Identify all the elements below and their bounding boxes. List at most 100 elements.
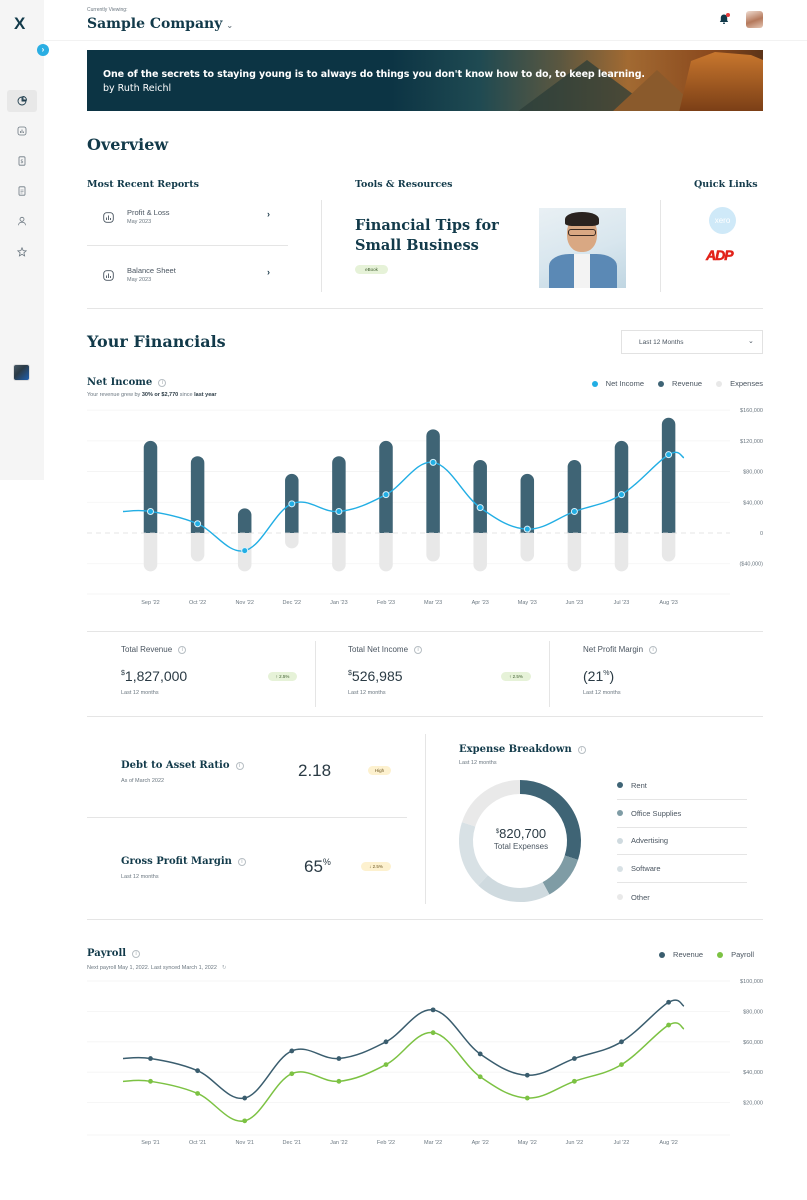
svg-text:0: 0 <box>760 531 763 537</box>
report-item-balance-sheet[interactable]: Balance Sheet May 2023 › <box>87 258 287 303</box>
kpi-divider <box>315 641 316 707</box>
info-icon[interactable]: i <box>414 646 423 654</box>
report-date: May 2023 <box>127 277 152 283</box>
trend-badge: ↑ 2.5% <box>501 672 531 681</box>
svg-text:Feb '22: Feb '22 <box>377 1140 395 1146</box>
quick-links-divider <box>660 200 661 292</box>
pie-chart-icon <box>17 96 27 106</box>
legend-expenses[interactable]: Expenses <box>716 379 763 388</box>
svg-text:Jun '22: Jun '22 <box>566 1140 584 1146</box>
sidebar-item-favorites[interactable] <box>7 241 37 263</box>
legend-advertising[interactable]: Advertising <box>617 828 747 856</box>
star-icon <box>17 247 27 257</box>
svg-text:Oct '21: Oct '21 <box>189 1140 206 1146</box>
chevron-right-icon: › <box>267 209 270 219</box>
ratio-divider <box>87 817 407 818</box>
svg-text:Jul '22: Jul '22 <box>614 1140 630 1146</box>
currently-viewing-label: Currently Viewing: <box>87 7 128 13</box>
sidebar-item-contacts[interactable] <box>7 210 37 232</box>
svg-text:May '22: May '22 <box>518 1140 537 1146</box>
kpi-net-profit-margin: Net Profit Margin i (21%) Last 12 months <box>583 645 658 696</box>
resource-title[interactable]: Financial Tips for Small Business <box>355 217 499 254</box>
expense-legend: Rent Office Supplies Advertising Softwar… <box>617 772 747 911</box>
svg-text:$60,000: $60,000 <box>743 1040 763 1046</box>
info-icon[interactable]: i <box>178 646 187 654</box>
svg-text:Jul '23: Jul '23 <box>614 600 630 606</box>
chevron-down-icon: ⌄ <box>748 338 754 345</box>
svg-text:$80,000: $80,000 <box>743 470 763 476</box>
svg-text:Jan '23: Jan '23 <box>330 600 348 606</box>
svg-text:($40,000): ($40,000) <box>739 562 763 568</box>
date-range-value: Last 12 Months <box>639 339 684 346</box>
total-expenses-label: Total Expenses <box>493 842 549 851</box>
svg-text:Mar '23: Mar '23 <box>424 600 442 606</box>
document-icon <box>18 186 26 196</box>
legend-revenue[interactable]: Revenue <box>658 379 702 388</box>
report-name: Profit & Loss <box>127 208 170 217</box>
info-icon[interactable]: i <box>649 646 658 654</box>
report-name: Balance Sheet <box>127 266 176 275</box>
svg-text:Dec '21: Dec '21 <box>283 1140 301 1146</box>
resource-image[interactable] <box>539 208 626 288</box>
profile-avatar[interactable] <box>746 11 763 28</box>
legend-office-supplies[interactable]: Office Supplies <box>617 800 747 828</box>
kpi-divider <box>549 641 550 707</box>
gross-margin-sub: Last 12 months <box>121 874 159 880</box>
info-icon[interactable]: i <box>158 379 167 387</box>
payroll-subtitle: Next payroll May 1, 2022. Last synced Ma… <box>87 965 227 971</box>
company-selector[interactable]: Sample Company ⌄ <box>87 16 233 32</box>
expand-sidebar-button[interactable]: › <box>37 44 49 56</box>
sidebar-item-documents[interactable] <box>7 180 37 202</box>
svg-text:Apr '22: Apr '22 <box>472 1140 489 1146</box>
legend-software[interactable]: Software <box>617 855 747 884</box>
user-avatar[interactable] <box>13 364 30 381</box>
dollar-receipt-icon: $ <box>18 156 26 166</box>
sync-icon[interactable]: ↻ <box>221 965 227 971</box>
date-range-select[interactable]: Last 12 Months ⌄ <box>621 330 763 354</box>
debt-ratio-value: 2.18 <box>298 761 332 780</box>
tools-resources-label: Tools & Resources <box>355 179 453 190</box>
notification-badge <box>726 13 730 17</box>
banner-author: by Ruth Reichl <box>103 83 172 94</box>
svg-text:Mar '22: Mar '22 <box>424 1140 442 1146</box>
xero-link[interactable]: xero <box>709 207 736 234</box>
legend-net-income[interactable]: Net Income <box>591 379 644 388</box>
info-icon[interactable]: i <box>237 858 246 866</box>
overview-title: Overview <box>87 135 169 154</box>
bar-chart-icon <box>17 126 27 136</box>
report-date: May 2023 <box>127 219 152 225</box>
info-icon[interactable]: i <box>235 762 244 770</box>
sidebar: X › $ <box>0 0 49 480</box>
chevron-down-icon: ⌄ <box>226 21 234 30</box>
svg-text:May '23: May '23 <box>518 600 537 606</box>
app-logo[interactable]: X <box>14 14 26 33</box>
banner-quote: One of the secrets to staying young is t… <box>103 69 645 80</box>
legend-payroll[interactable]: Payroll <box>717 950 754 959</box>
sidebar-item-reports[interactable] <box>7 120 37 142</box>
legend-rent[interactable]: Rent <box>617 772 747 800</box>
resource-tag: eBook <box>355 265 388 274</box>
report-item-profit-loss[interactable]: Profit & Loss May 2023 › <box>87 200 287 245</box>
sidebar-item-dashboard[interactable] <box>7 90 37 112</box>
info-icon[interactable]: i <box>132 950 141 958</box>
legend-other[interactable]: Other <box>617 883 747 911</box>
section-divider <box>87 308 763 309</box>
gross-margin-value: 65% <box>304 857 331 876</box>
quick-links-label: Quick Links <box>694 179 758 190</box>
adp-link[interactable]: ADP <box>706 247 734 264</box>
report-chart-icon <box>103 212 114 223</box>
kpi-total-revenue: Total Revenue i $1,827,000 Last 12 months <box>121 645 188 696</box>
company-name: Sample Company <box>87 16 223 32</box>
svg-text:$40,000: $40,000 <box>743 500 763 506</box>
sidebar-item-bills[interactable]: $ <box>7 150 37 172</box>
ratios-divider <box>425 734 426 904</box>
legend-revenue[interactable]: Revenue <box>659 950 703 959</box>
total-expenses-value: $820,700 <box>495 826 547 841</box>
trend-badge: ↑ 2.5% <box>268 672 297 681</box>
net-income-title: Net Income i <box>87 377 167 388</box>
svg-text:Nov '21: Nov '21 <box>235 1140 253 1146</box>
financials-title: Your Financials <box>87 332 226 351</box>
info-icon[interactable]: i <box>577 746 586 754</box>
report-divider <box>87 245 288 246</box>
